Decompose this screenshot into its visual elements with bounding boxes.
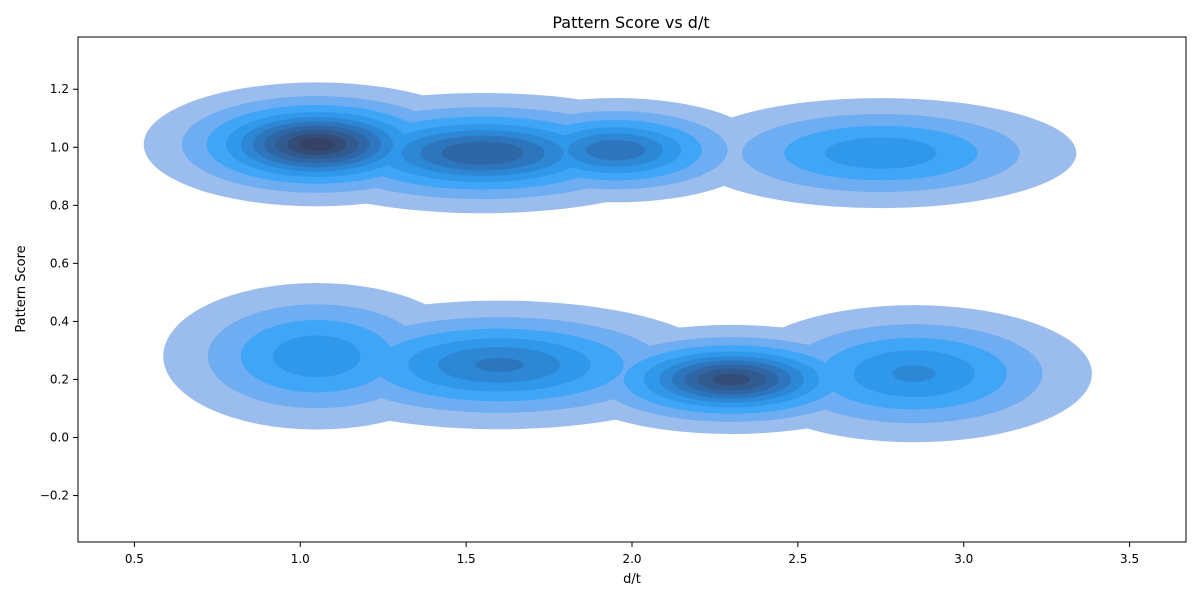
y-axis-label: Pattern Score <box>14 245 29 332</box>
y-axis-ticks: −0.2 0.0 0.2 0.4 0.6 0.8 1.0 1.2 <box>40 82 78 503</box>
x-tick-label: 3.5 <box>1120 552 1139 566</box>
y-tick-label: 0.0 <box>50 431 69 445</box>
density-blob <box>273 335 361 378</box>
density-blob <box>298 137 335 151</box>
chart-title: Pattern Score vs d/t <box>552 13 709 32</box>
y-tick-label: 0.2 <box>50 372 69 386</box>
y-tick-label: 0.4 <box>50 314 69 328</box>
density-blob <box>441 141 525 165</box>
x-tick-label: 0.5 <box>125 552 144 566</box>
density-blob <box>892 365 936 382</box>
y-tick-label: 0.8 <box>50 198 69 212</box>
density-blob <box>713 373 751 386</box>
x-axis-label: d/t <box>623 572 641 587</box>
contour-level-8 <box>287 133 751 386</box>
y-tick-label: 1.2 <box>50 82 69 96</box>
x-tick-label: 1.0 <box>291 552 310 566</box>
x-tick-label: 1.5 <box>457 552 476 566</box>
x-tick-label: 3.0 <box>954 552 973 566</box>
density-contours <box>143 82 1092 443</box>
x-axis-ticks: 0.5 1.0 1.5 2.0 2.5 3.0 3.5 <box>125 542 1139 566</box>
x-tick-label: 2.5 <box>788 552 807 566</box>
contour-level-9 <box>298 137 335 151</box>
x-tick-label: 2.0 <box>622 552 641 566</box>
y-tick-label: 1.0 <box>50 140 69 154</box>
density-blob <box>586 139 645 161</box>
density-blob <box>475 357 524 372</box>
density-blob <box>825 137 937 169</box>
y-tick-label: 0.6 <box>50 256 69 270</box>
y-tick-label: −0.2 <box>40 489 69 503</box>
